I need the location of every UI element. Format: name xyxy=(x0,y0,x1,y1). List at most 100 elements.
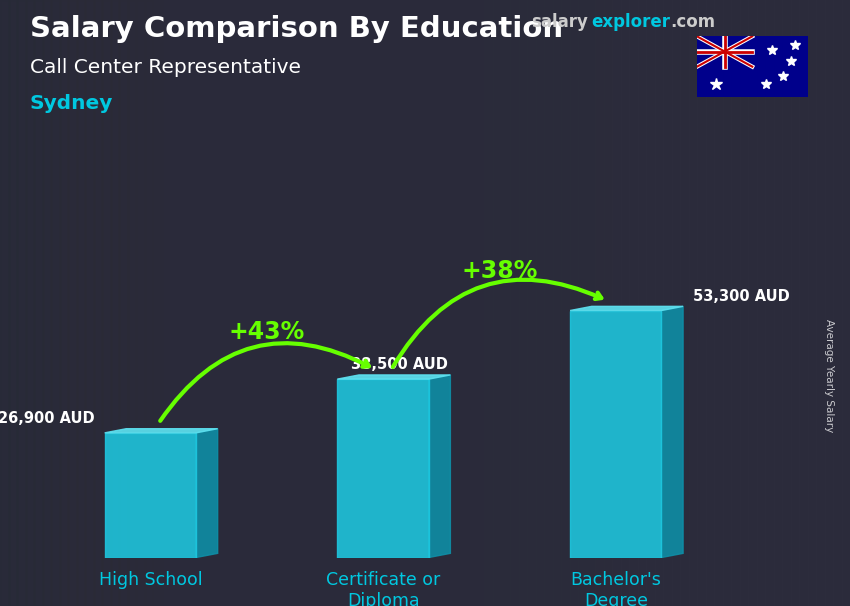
Text: salary: salary xyxy=(531,13,588,32)
Bar xyxy=(493,0,501,606)
Text: Sydney: Sydney xyxy=(30,94,113,113)
Bar xyxy=(570,0,578,606)
Bar xyxy=(561,0,570,606)
Bar xyxy=(586,0,595,606)
Bar xyxy=(434,0,442,606)
Bar xyxy=(774,0,782,606)
Bar xyxy=(816,0,824,606)
Bar xyxy=(391,0,399,606)
Bar xyxy=(595,0,604,606)
Bar xyxy=(638,0,646,606)
Bar xyxy=(153,0,162,606)
Bar xyxy=(484,0,493,606)
Bar xyxy=(578,0,586,606)
Bar xyxy=(128,0,136,606)
Bar xyxy=(604,0,612,606)
Bar xyxy=(527,0,536,606)
Bar xyxy=(518,0,527,606)
Bar xyxy=(552,0,561,606)
Text: +43%: +43% xyxy=(229,320,305,344)
Bar xyxy=(782,0,790,606)
Bar xyxy=(85,0,94,606)
Bar xyxy=(629,0,638,606)
Bar xyxy=(706,0,714,606)
Bar xyxy=(76,0,85,606)
Polygon shape xyxy=(337,375,450,379)
Text: 26,900 AUD: 26,900 AUD xyxy=(0,411,94,426)
Bar xyxy=(748,0,756,606)
Bar xyxy=(162,0,170,606)
Polygon shape xyxy=(196,428,218,558)
Bar xyxy=(264,0,272,606)
Bar xyxy=(366,0,374,606)
Bar xyxy=(42,0,51,606)
Bar xyxy=(0,0,8,606)
Bar xyxy=(26,0,34,606)
Bar xyxy=(272,0,280,606)
Bar xyxy=(731,0,740,606)
Bar xyxy=(425,0,434,606)
Bar xyxy=(620,0,629,606)
Bar xyxy=(476,0,484,606)
Text: 53,300 AUD: 53,300 AUD xyxy=(693,288,790,304)
Bar xyxy=(357,0,366,606)
Bar xyxy=(170,0,178,606)
Bar xyxy=(459,0,468,606)
Bar xyxy=(51,0,60,606)
Text: Average Yearly Salary: Average Yearly Salary xyxy=(824,319,834,432)
Bar xyxy=(348,0,357,606)
Text: +38%: +38% xyxy=(462,259,537,282)
Bar xyxy=(450,0,459,606)
Bar xyxy=(105,433,196,558)
Text: .com: .com xyxy=(670,13,715,32)
Bar xyxy=(255,0,264,606)
Bar xyxy=(544,0,552,606)
Bar xyxy=(799,0,808,606)
Polygon shape xyxy=(570,307,683,310)
Bar xyxy=(740,0,748,606)
Bar xyxy=(654,0,663,606)
Bar xyxy=(672,0,680,606)
Bar xyxy=(102,0,110,606)
Bar xyxy=(323,0,332,606)
Bar xyxy=(416,0,425,606)
Bar xyxy=(238,0,246,606)
Bar xyxy=(502,0,510,606)
Bar xyxy=(340,0,348,606)
Bar xyxy=(824,0,833,606)
Bar xyxy=(289,0,297,606)
Polygon shape xyxy=(661,307,683,558)
Bar xyxy=(8,0,17,606)
Bar xyxy=(382,0,391,606)
Bar xyxy=(94,0,102,606)
Bar xyxy=(536,0,544,606)
Bar xyxy=(187,0,196,606)
Bar xyxy=(510,0,518,606)
Bar xyxy=(468,0,476,606)
Polygon shape xyxy=(428,375,450,558)
Bar xyxy=(119,0,128,606)
Bar xyxy=(765,0,774,606)
Bar xyxy=(570,310,661,558)
Bar xyxy=(612,0,620,606)
Bar xyxy=(756,0,765,606)
Bar xyxy=(646,0,654,606)
Bar xyxy=(60,0,68,606)
Bar xyxy=(34,0,42,606)
Bar xyxy=(196,0,204,606)
Bar xyxy=(178,0,187,606)
Bar xyxy=(144,0,153,606)
Bar xyxy=(842,0,850,606)
Bar xyxy=(680,0,688,606)
Bar xyxy=(442,0,450,606)
Text: Call Center Representative: Call Center Representative xyxy=(30,58,301,76)
Bar xyxy=(833,0,842,606)
Bar xyxy=(17,0,26,606)
Bar xyxy=(688,0,697,606)
Text: 38,500 AUD: 38,500 AUD xyxy=(351,357,448,372)
Bar xyxy=(306,0,314,606)
Bar xyxy=(246,0,255,606)
Bar xyxy=(212,0,221,606)
Bar xyxy=(204,0,212,606)
Bar xyxy=(808,0,816,606)
